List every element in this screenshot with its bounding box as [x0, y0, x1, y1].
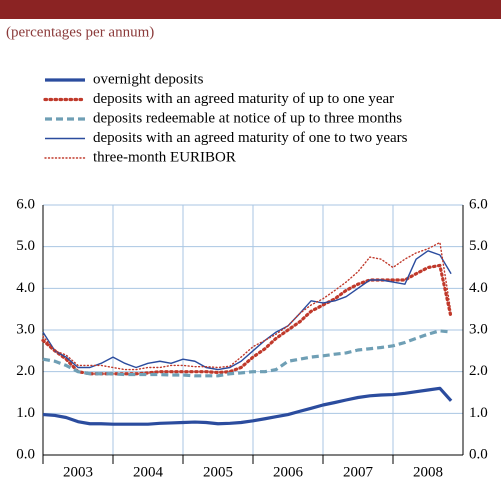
legend-label: deposits with an agreed maturity of one …	[93, 130, 408, 146]
y2-tick-label: 2.0	[469, 363, 488, 379]
x-tick-label: 2004	[133, 464, 164, 480]
legend-label: deposits redeemable at notice of up to t…	[93, 110, 402, 126]
series-line	[42, 386, 453, 426]
legend-label: overnight deposits	[93, 71, 204, 87]
y2-tick-label: 0.0	[469, 446, 488, 462]
chart-subtitle: (percentages per annum)	[6, 24, 154, 40]
y-tick-label: 1.0	[16, 405, 35, 421]
y2-tick-label: 1.0	[469, 405, 488, 421]
x-tick-label: 2005	[203, 464, 233, 480]
series-line	[42, 329, 452, 378]
legend-label: deposits with an agreed maturity of up t…	[93, 91, 394, 107]
x-tick-label: 2003	[63, 464, 93, 480]
header-bar	[0, 0, 501, 19]
y2-tick-label: 6.0	[469, 196, 488, 212]
x-tick-label: 2008	[413, 464, 443, 480]
series-line	[42, 250, 452, 371]
y-tick-label: 0.0	[16, 446, 35, 462]
y-tick-label: 4.0	[16, 280, 35, 296]
series-line	[42, 241, 452, 371]
y2-tick-label: 3.0	[469, 321, 488, 337]
x-tick-label: 2006	[273, 464, 304, 480]
legend-label: three-month EURIBOR	[93, 149, 236, 165]
y-tick-label: 6.0	[16, 196, 35, 212]
x-tick-label: 2007	[343, 464, 374, 480]
y-tick-label: 2.0	[16, 363, 35, 379]
y-tick-label: 3.0	[16, 321, 35, 337]
y-tick-label: 5.0	[16, 238, 35, 254]
y2-tick-label: 4.0	[469, 280, 488, 296]
y2-tick-label: 5.0	[469, 238, 488, 254]
